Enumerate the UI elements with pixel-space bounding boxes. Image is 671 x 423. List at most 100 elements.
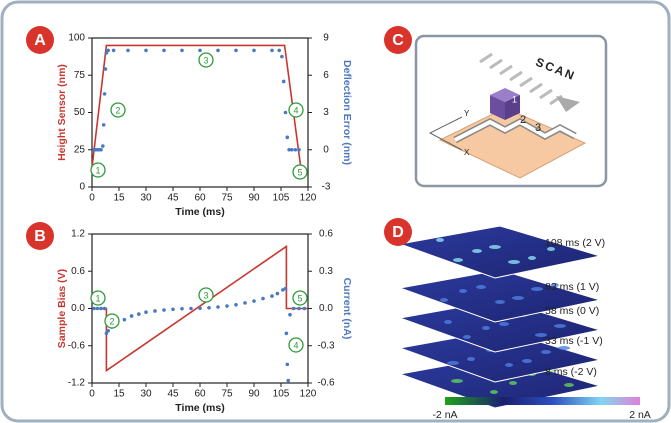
image-spot [489, 245, 501, 249]
x-axis-title: Time (ms) [175, 402, 224, 414]
annotation-circle [292, 290, 308, 306]
image-spot [467, 357, 475, 361]
image-spot [472, 249, 482, 253]
panel-badge [26, 222, 54, 250]
data-point [162, 48, 166, 53]
panel-letter: D [392, 224, 404, 241]
data-point [92, 306, 96, 311]
data-point [270, 48, 274, 53]
image-spot [509, 381, 517, 385]
data-point [103, 67, 108, 71]
data-point [284, 331, 289, 336]
image-spot [508, 260, 520, 264]
annotation-circle [90, 162, 106, 178]
y2-tick-label: -0.3 [317, 340, 335, 351]
data-point [283, 286, 288, 291]
colorbar-label: 2 nA [629, 409, 651, 421]
image-spot [558, 346, 570, 350]
cube-right [505, 95, 520, 120]
x-tick-label: 45 [167, 193, 179, 204]
x-tick-label: 0 [89, 193, 95, 204]
step-label: 3 [535, 122, 541, 134]
panel-letter: B [34, 228, 46, 245]
data-point [137, 312, 141, 316]
annotation-circle [198, 52, 214, 68]
axis-label: X [464, 148, 470, 157]
annotation-circle [198, 287, 214, 303]
data-point [291, 306, 296, 311]
data-point [129, 314, 134, 318]
image-spot [499, 322, 509, 326]
y-axis-title: Sample Bias (V) [56, 269, 68, 348]
data-point [234, 302, 238, 307]
data-point [275, 291, 280, 296]
data-point [286, 378, 291, 383]
annotation-circle [288, 337, 304, 353]
data-point [180, 306, 184, 311]
image-spot [495, 300, 505, 304]
y2-tick-label: 0.6 [319, 229, 333, 240]
data-point [101, 144, 105, 148]
data-point [280, 54, 284, 59]
image-layer [398, 269, 601, 323]
data-point [95, 306, 100, 311]
x-tick-label: 120 [300, 193, 317, 204]
data-point [281, 288, 285, 292]
y-tick-label: 0.0 [71, 303, 85, 314]
x-tick-label: 15 [113, 193, 125, 204]
y-tick-label: 0.6 [71, 266, 85, 277]
colorbar-label: -2 nA [432, 409, 457, 421]
annotation-circle [292, 164, 308, 180]
data-point [104, 51, 109, 55]
y-tick-label: -1.2 [68, 378, 86, 389]
data-point [102, 92, 107, 96]
image-spot [482, 326, 490, 330]
diagram: SCAN 1 2 3 Y X [414, 34, 608, 188]
image-layer [398, 225, 601, 279]
image-spot [476, 285, 486, 289]
data-point [122, 317, 127, 322]
y2-tick-label: 9 [323, 33, 329, 44]
data-point [283, 110, 288, 115]
axis-label: Y [464, 109, 470, 118]
data-point [171, 307, 175, 312]
annotation: 4 [293, 340, 298, 350]
image-spot [551, 283, 559, 287]
image-spot [436, 238, 444, 242]
data-point [270, 294, 274, 298]
image-spot [535, 333, 547, 337]
y-tick-label: 1.2 [71, 229, 85, 240]
x-tick-label: 60 [194, 389, 206, 400]
data-point [102, 306, 107, 311]
image-spot [547, 247, 555, 251]
x-tick-label: 30 [140, 193, 152, 204]
y2-tick-label: 0.0 [319, 303, 333, 314]
y2-tick-label: 0.3 [319, 266, 333, 277]
x-tick-label: 90 [248, 193, 260, 204]
colorbar [445, 397, 640, 405]
annotation: 3 [203, 55, 208, 65]
panel-letter: A [34, 32, 46, 49]
data-point [261, 296, 265, 301]
y-axis-title: Height Sensor (nm) [56, 64, 68, 161]
x-tick-label: 30 [140, 389, 152, 400]
data-point [252, 48, 256, 53]
step-label: 2 [520, 114, 526, 126]
annotation-circle [90, 290, 106, 306]
y2-tick-label: 0 [323, 144, 329, 155]
image-spot [512, 296, 524, 300]
y-tick-label: 75 [74, 70, 86, 81]
x-tick-label: 120 [300, 389, 317, 400]
image [398, 225, 601, 409]
y2-tick-label: 6 [323, 70, 329, 81]
y-tick-label: 0 [79, 182, 85, 193]
step-label: 1 [512, 94, 517, 104]
data-point [99, 147, 103, 152]
data-point [288, 312, 292, 317]
layer-label: 8 ms (-2 V) [545, 366, 597, 378]
annotation-circle [288, 102, 304, 118]
panel-badge [26, 26, 54, 54]
data-point [277, 48, 282, 53]
data-point [106, 329, 110, 333]
